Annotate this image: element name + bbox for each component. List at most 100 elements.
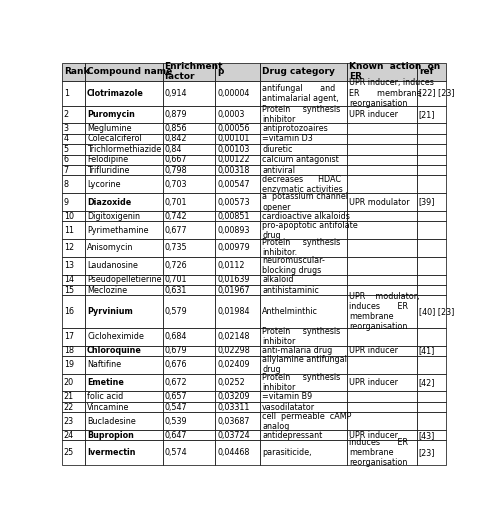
Text: 20: 20	[64, 378, 74, 387]
Text: 24: 24	[64, 430, 74, 440]
Text: Anisomycin: Anisomycin	[87, 243, 134, 253]
Text: 0,00101: 0,00101	[217, 134, 249, 143]
Bar	[163, 63, 215, 81]
Text: [22] [23]: [22] [23]	[419, 88, 454, 98]
Text: Cicloheximide: Cicloheximide	[87, 332, 144, 341]
Text: 0,701: 0,701	[164, 198, 187, 207]
Text: 0,00056: 0,00056	[217, 124, 250, 133]
Text: Enrichment
factor: Enrichment factor	[164, 62, 223, 81]
Bar	[417, 144, 446, 155]
Text: 0,842: 0,842	[164, 134, 187, 143]
Bar	[215, 165, 260, 175]
Bar	[62, 155, 85, 165]
Bar	[62, 193, 85, 211]
Bar	[347, 430, 417, 440]
Bar	[215, 391, 260, 402]
Bar	[417, 123, 446, 134]
Bar	[163, 81, 215, 106]
Text: Emetine: Emetine	[87, 378, 124, 387]
Text: UPR    modulator,
induces       ER
membrane
reorganisation: UPR modulator, induces ER membrane reorg…	[349, 292, 420, 331]
Bar	[260, 134, 347, 144]
Text: 0,00547: 0,00547	[217, 180, 250, 189]
Bar	[215, 134, 260, 144]
Text: 0,00851: 0,00851	[217, 212, 250, 221]
Text: 0,03724: 0,03724	[217, 430, 250, 440]
Text: Compound name: Compound name	[87, 67, 172, 76]
Bar	[417, 106, 446, 123]
Bar	[347, 328, 417, 346]
Bar	[215, 328, 260, 346]
Bar	[347, 440, 417, 465]
Text: antiprotozoaires: antiprotozoaires	[262, 124, 328, 133]
Text: Meclozine: Meclozine	[87, 286, 127, 294]
Bar	[260, 356, 347, 373]
Text: 6: 6	[64, 155, 69, 164]
Text: vasodilatator: vasodilatator	[262, 403, 315, 412]
Bar	[85, 211, 163, 221]
Bar	[163, 123, 215, 134]
Text: Digitoxigenin: Digitoxigenin	[87, 212, 140, 221]
Text: 0,672: 0,672	[164, 378, 187, 387]
Text: neuromuscular-
blocking drugs: neuromuscular- blocking drugs	[262, 256, 325, 275]
Bar	[62, 391, 85, 402]
Text: 0,02409: 0,02409	[217, 360, 250, 369]
Bar	[347, 221, 417, 239]
Bar	[163, 155, 215, 165]
Bar	[62, 175, 85, 193]
Text: 19: 19	[64, 360, 74, 369]
Bar	[417, 239, 446, 257]
Bar	[163, 346, 215, 356]
Text: Trichlormethiazide: Trichlormethiazide	[87, 145, 161, 154]
Text: [43]: [43]	[419, 430, 435, 440]
Bar	[85, 239, 163, 257]
Bar	[163, 295, 215, 328]
Bar	[417, 356, 446, 373]
Bar	[347, 391, 417, 402]
Bar	[163, 275, 215, 285]
Text: Meglumine: Meglumine	[87, 124, 132, 133]
Text: Known  action  on
ER: Known action on ER	[349, 62, 440, 81]
Bar	[347, 106, 417, 123]
Text: anti-malaria drug: anti-malaria drug	[262, 346, 333, 355]
Bar	[163, 285, 215, 295]
Bar	[347, 356, 417, 373]
Bar	[85, 123, 163, 134]
Text: [23]: [23]	[419, 448, 435, 458]
Bar	[85, 285, 163, 295]
Bar	[215, 295, 260, 328]
Text: [21]: [21]	[419, 110, 435, 119]
Bar	[417, 295, 446, 328]
Bar	[260, 412, 347, 430]
Text: Pseudopelletierine: Pseudopelletierine	[87, 275, 161, 284]
Bar	[417, 328, 446, 346]
Text: Protein     synthesis
inhibitor: Protein synthesis inhibitor	[262, 373, 341, 392]
Bar	[85, 106, 163, 123]
Bar	[215, 346, 260, 356]
Bar	[85, 356, 163, 373]
Text: 18: 18	[64, 346, 74, 355]
Bar	[62, 106, 85, 123]
Bar	[62, 328, 85, 346]
Text: 0,579: 0,579	[164, 307, 187, 316]
Bar	[347, 81, 417, 106]
Bar	[215, 275, 260, 285]
Text: 0,00318: 0,00318	[217, 166, 249, 175]
Bar	[417, 175, 446, 193]
Bar	[85, 81, 163, 106]
Text: 0,742: 0,742	[164, 212, 187, 221]
Text: 0,539: 0,539	[164, 417, 187, 426]
Bar	[417, 81, 446, 106]
Bar	[347, 285, 417, 295]
Bar	[85, 440, 163, 465]
Text: 0,676: 0,676	[164, 360, 187, 369]
Text: ref: ref	[419, 67, 434, 76]
Text: [39]: [39]	[419, 198, 435, 207]
Bar	[260, 328, 347, 346]
Bar	[62, 295, 85, 328]
Text: Diazoxide: Diazoxide	[87, 198, 131, 207]
Text: Clotrimazole: Clotrimazole	[87, 88, 144, 98]
Text: Lycorine: Lycorine	[87, 180, 121, 189]
Bar	[260, 165, 347, 175]
Bar	[62, 211, 85, 221]
Text: folic acid: folic acid	[87, 392, 123, 401]
